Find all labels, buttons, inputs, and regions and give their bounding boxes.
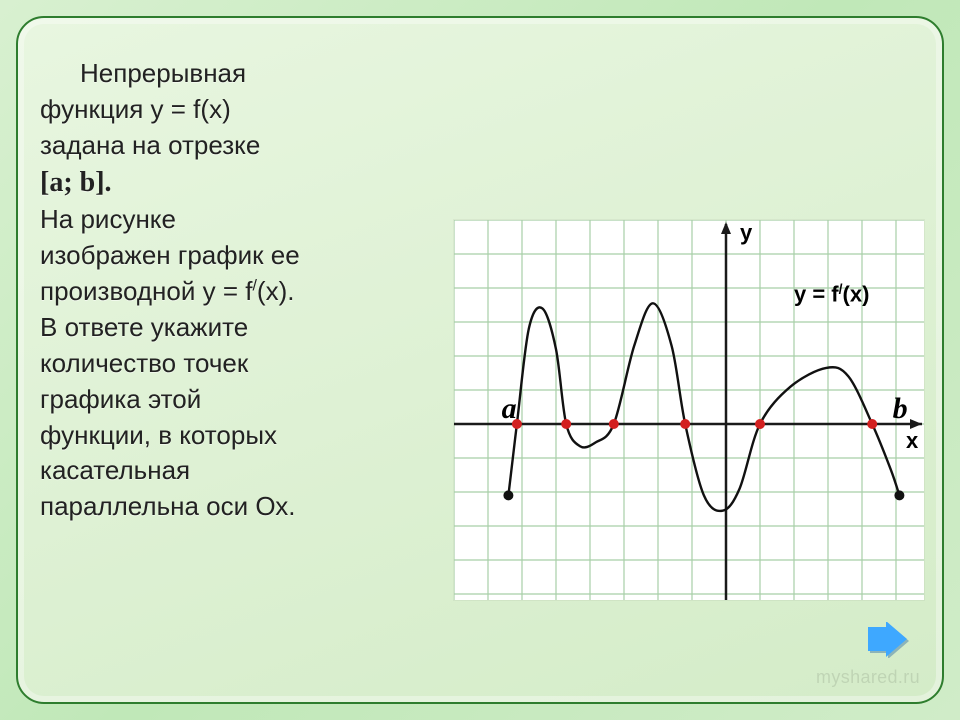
svg-text:y = f/(x): y = f/(x) <box>794 281 869 307</box>
t-line7: В ответе укажите <box>40 312 248 342</box>
watermark: myshared.ru <box>816 667 920 688</box>
t-line12: параллельна оси Ох. <box>40 491 296 521</box>
t-interval: [a; b]. <box>40 167 112 198</box>
t-line1: Непрерывная <box>80 58 246 88</box>
svg-text:b: b <box>893 392 908 425</box>
t-line4: На рисунке <box>40 204 176 234</box>
t-line10: функции, в которых <box>40 420 277 450</box>
t-line6-tail: (x). <box>257 276 295 306</box>
svg-text:x: x <box>906 428 919 453</box>
t-line8: количество точек <box>40 348 248 378</box>
problem-text: Непрерывная функция у = f(x) задана на о… <box>40 56 430 525</box>
svg-text:y: y <box>740 220 753 245</box>
t-line6: производной y = f <box>40 276 252 306</box>
svg-text:a: a <box>502 392 517 425</box>
next-button[interactable] <box>866 622 910 658</box>
t-line5: изображен график ее <box>40 240 300 270</box>
t-line3: задана на отрезке <box>40 130 260 160</box>
t-line2: функция у = f(x) <box>40 94 231 124</box>
derivative-chart: y x a b y = f/(x) <box>454 220 924 600</box>
t-line11: касательная <box>40 455 190 485</box>
t-line9: графика этой <box>40 384 201 414</box>
